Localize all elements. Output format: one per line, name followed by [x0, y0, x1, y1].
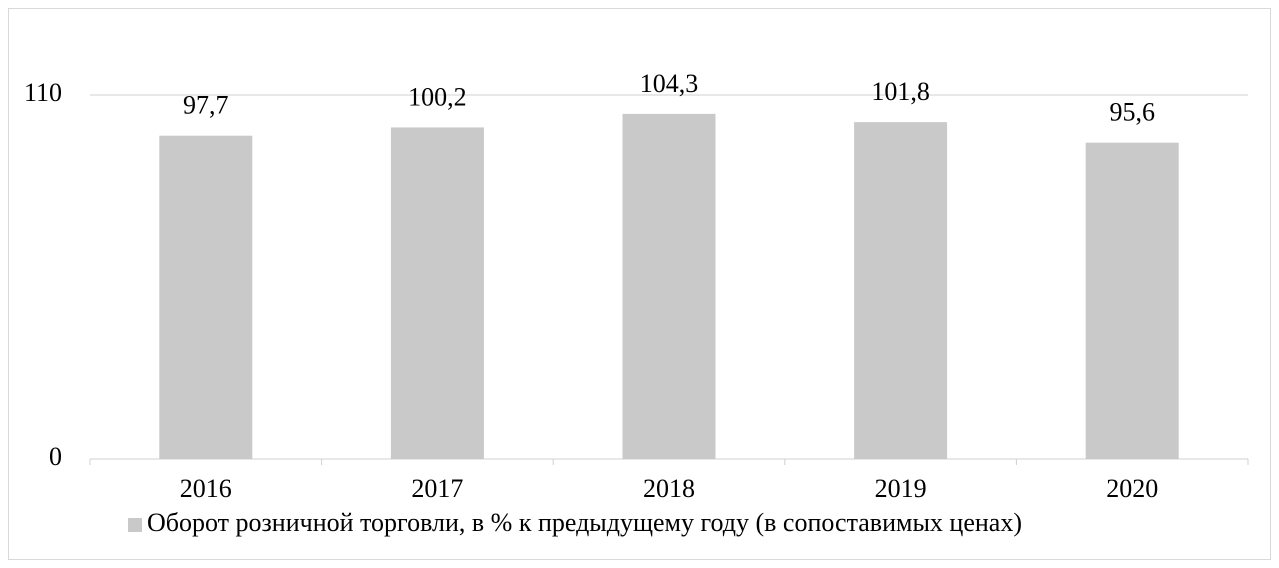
- legend-swatch: [128, 518, 142, 532]
- bar: [1085, 142, 1179, 459]
- x-tick-label: 2019: [875, 474, 927, 503]
- x-tick-label: 2018: [643, 474, 695, 503]
- x-tick-label: 2017: [411, 474, 463, 503]
- bar: [622, 113, 716, 459]
- data-label: 101,8: [871, 77, 930, 106]
- y-tick-label: 110: [24, 78, 62, 107]
- data-label: 97,7: [183, 91, 229, 120]
- data-label: 104,3: [640, 69, 699, 98]
- bar: [854, 122, 948, 459]
- data-label: 100,2: [408, 82, 467, 111]
- bar: [390, 127, 484, 460]
- data-label: 95,6: [1109, 98, 1155, 127]
- x-tick-label: 2020: [1106, 474, 1158, 503]
- legend-label: Оборот розничной торговли, в % к предыду…: [147, 508, 1022, 537]
- y-tick-label: 0: [49, 442, 62, 471]
- x-tick-label: 2016: [180, 474, 232, 503]
- bar: [159, 135, 253, 459]
